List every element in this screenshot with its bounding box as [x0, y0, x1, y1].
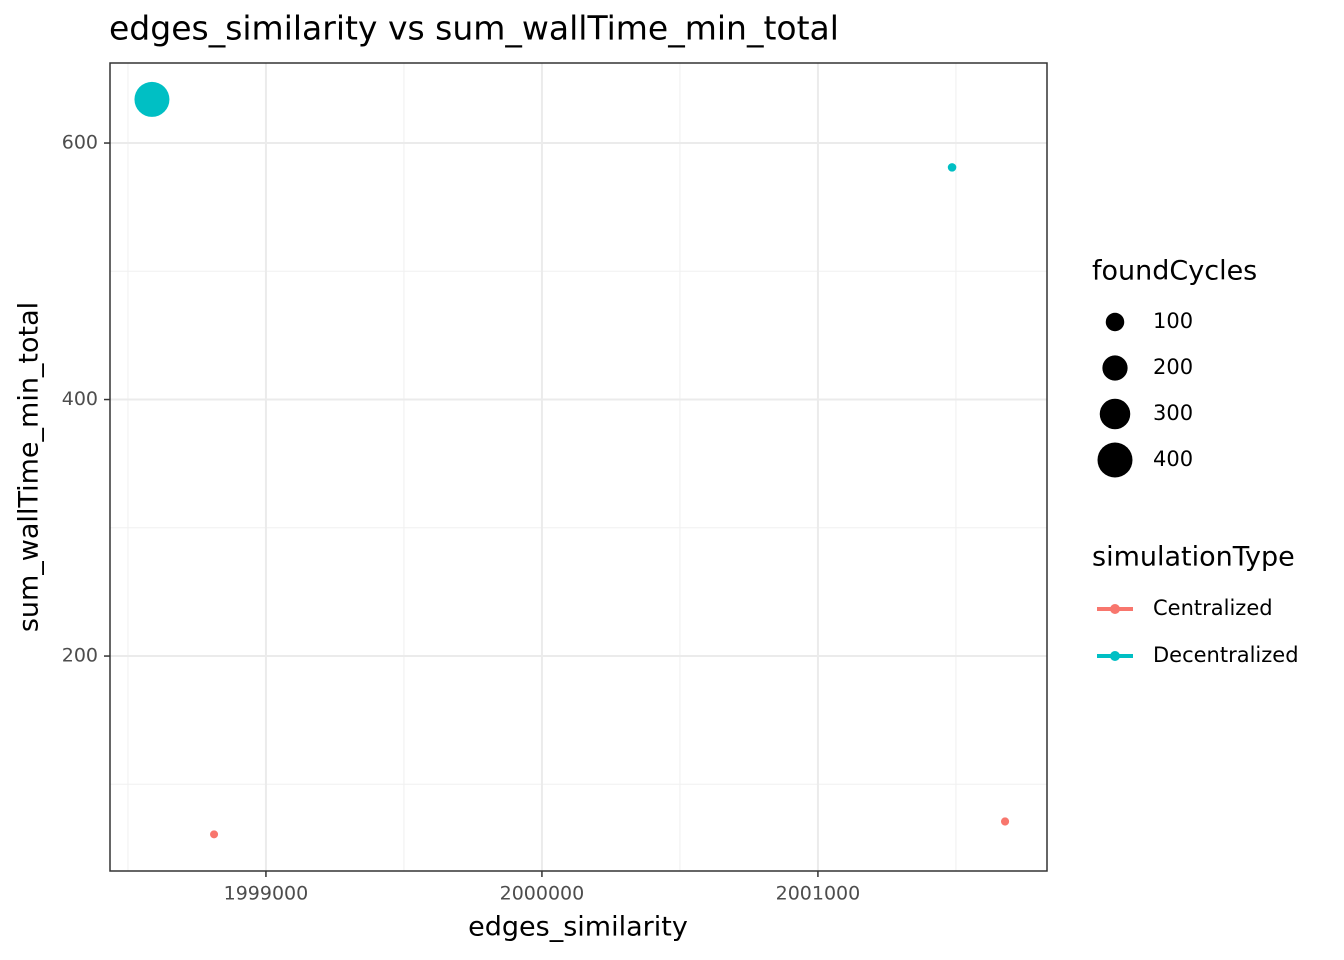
legend-label: 200 — [1153, 355, 1193, 379]
plot-border — [109, 62, 1048, 872]
x-axis-label: edges_similarity — [468, 912, 688, 943]
legend-label: 300 — [1153, 401, 1193, 425]
point — [210, 830, 219, 839]
x-tick-label: 2000000 — [500, 883, 585, 905]
chart-title: edges_similarity vs sum_wallTime_min_tot… — [109, 9, 839, 48]
y-tick-label: 200 — [62, 645, 98, 667]
y-tick-label: 600 — [62, 132, 98, 154]
point — [947, 163, 957, 172]
legend-key — [1110, 604, 1120, 614]
legend-title: foundCycles — [1092, 256, 1257, 287]
legend-size-key — [1099, 398, 1131, 430]
point — [134, 81, 170, 117]
legend-label: 100 — [1153, 309, 1193, 333]
legend-size-key — [1102, 355, 1128, 381]
legend-label: Decentralized — [1153, 643, 1299, 667]
legend-label: Centralized — [1153, 596, 1273, 620]
legend-size-key — [1097, 442, 1133, 478]
legend-title: simulationType — [1092, 542, 1295, 573]
point — [1000, 817, 1010, 826]
legend-size-key — [1105, 312, 1125, 332]
legend-key — [1110, 651, 1120, 661]
y-axis-label: sum_wallTime_min_total — [14, 302, 45, 632]
y-tick-label: 400 — [62, 388, 98, 410]
x-tick-label: 2001000 — [776, 883, 861, 905]
x-tick-label: 1999000 — [224, 883, 309, 905]
legend-label: 400 — [1153, 447, 1193, 471]
